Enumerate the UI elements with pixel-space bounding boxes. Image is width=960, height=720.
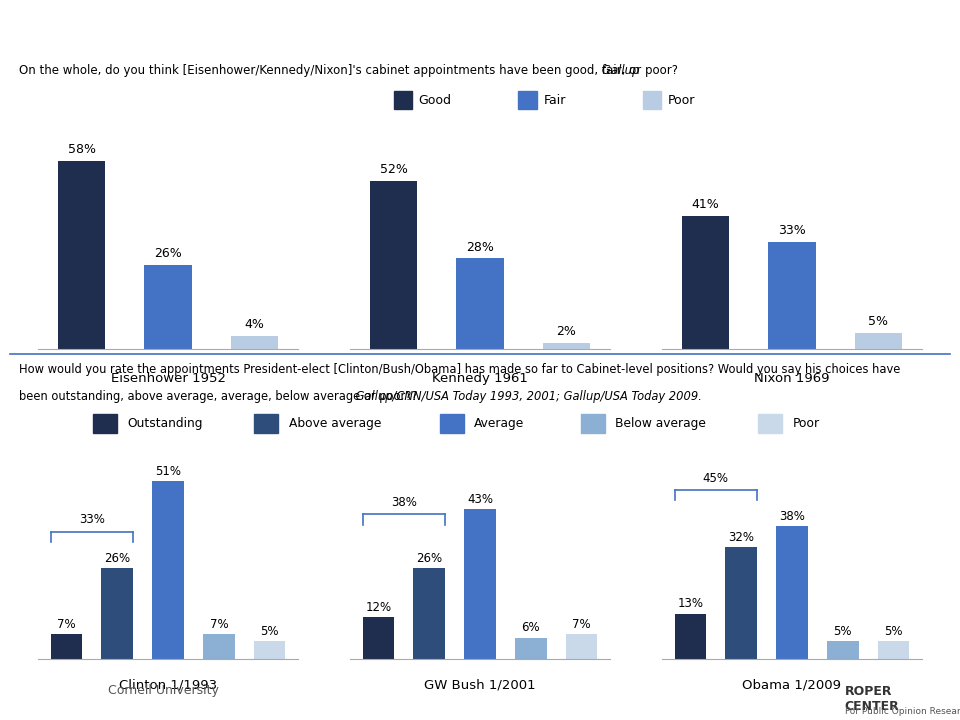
Bar	[414, 568, 444, 659]
Bar	[643, 91, 661, 109]
Text: 41%: 41%	[692, 199, 719, 212]
Text: 58%: 58%	[67, 143, 96, 156]
Bar	[102, 568, 132, 659]
Text: 33%: 33%	[779, 225, 805, 238]
Text: Clinton 1/1993: Clinton 1/1993	[119, 678, 217, 691]
Text: 51%: 51%	[155, 464, 181, 477]
Text: 28%: 28%	[466, 240, 494, 253]
Bar	[854, 333, 902, 349]
Bar	[758, 414, 782, 433]
Text: Rating of Cabinet Appointments: Rating of Cabinet Appointments	[291, 14, 669, 33]
Bar	[153, 481, 183, 659]
Bar	[394, 91, 412, 109]
Bar	[581, 414, 605, 433]
Text: 2%: 2%	[557, 325, 576, 338]
Text: 12%: 12%	[366, 600, 392, 613]
Bar	[516, 638, 546, 659]
Text: Poor: Poor	[668, 94, 696, 107]
Bar	[565, 634, 597, 659]
Text: 4%: 4%	[245, 318, 264, 331]
Text: 32%: 32%	[729, 531, 755, 544]
Text: Eisenhower 1952: Eisenhower 1952	[110, 372, 226, 385]
Bar	[230, 336, 278, 349]
Bar	[363, 617, 395, 659]
Bar	[58, 161, 106, 349]
Text: 33%: 33%	[79, 513, 105, 526]
Text: 5%: 5%	[833, 625, 852, 638]
Text: Outstanding: Outstanding	[128, 417, 204, 431]
Text: been outstanding, above average, average, below average or poor??: been outstanding, above average, average…	[19, 390, 418, 402]
Text: Nixon 1969: Nixon 1969	[755, 372, 829, 385]
Bar	[828, 642, 858, 659]
Text: Good: Good	[419, 94, 451, 107]
Text: 6%: 6%	[521, 621, 540, 634]
Text: Above average: Above average	[289, 417, 381, 431]
Text: Average: Average	[474, 417, 524, 431]
Bar	[877, 642, 909, 659]
Text: 26%: 26%	[155, 247, 181, 260]
Bar	[542, 343, 590, 349]
Text: Cornell University: Cornell University	[108, 683, 219, 697]
Text: Obama 1/2009: Obama 1/2009	[742, 678, 842, 691]
Bar	[254, 414, 278, 433]
Text: How would you rate the appointments President-elect [Clinton/Bush/Obama] has mad: How would you rate the appointments Pres…	[19, 363, 900, 376]
Text: 13%: 13%	[678, 597, 704, 610]
Text: 5%: 5%	[869, 315, 888, 328]
Text: 43%: 43%	[467, 492, 493, 505]
Text: 26%: 26%	[416, 552, 443, 564]
Bar	[682, 216, 730, 349]
Text: 5%: 5%	[884, 625, 903, 638]
Bar	[144, 265, 192, 349]
Text: Poor: Poor	[793, 417, 820, 431]
Text: 52%: 52%	[379, 163, 408, 176]
Bar	[370, 181, 418, 349]
Bar	[204, 634, 234, 659]
Text: 38%: 38%	[780, 510, 804, 523]
Text: Gallup/CNN/USA Today 1993, 2001; Gallup/USA Today 2009.: Gallup/CNN/USA Today 1993, 2001; Gallup/…	[352, 390, 702, 402]
Text: 38%: 38%	[391, 496, 417, 509]
Text: Below average: Below average	[615, 417, 707, 431]
Bar	[777, 526, 807, 659]
Bar	[726, 547, 756, 659]
Text: Gallup: Gallup	[598, 63, 639, 77]
Text: On the whole, do you think [Eisenhower/Kennedy/Nixon]'s cabinet appointments hav: On the whole, do you think [Eisenhower/K…	[19, 63, 678, 77]
Text: 7%: 7%	[57, 618, 76, 631]
Text: Kennedy 1961: Kennedy 1961	[432, 372, 528, 385]
Bar	[51, 634, 83, 659]
Bar	[93, 414, 117, 433]
Bar	[456, 258, 504, 349]
Text: 45%: 45%	[703, 472, 729, 485]
Bar	[518, 91, 537, 109]
Text: ROPER
CENTER: ROPER CENTER	[845, 685, 900, 713]
Text: 26%: 26%	[104, 552, 131, 564]
Bar	[675, 613, 707, 659]
Text: 5%: 5%	[260, 625, 279, 638]
Text: GW Bush 1/2001: GW Bush 1/2001	[424, 678, 536, 691]
Bar	[768, 242, 816, 349]
Bar	[253, 642, 285, 659]
Text: 7%: 7%	[209, 618, 228, 631]
Bar	[440, 414, 464, 433]
Text: Fair: Fair	[543, 94, 565, 107]
Bar	[465, 509, 495, 659]
Text: For Public Opinion Research: For Public Opinion Research	[845, 706, 960, 716]
Text: 7%: 7%	[572, 618, 591, 631]
